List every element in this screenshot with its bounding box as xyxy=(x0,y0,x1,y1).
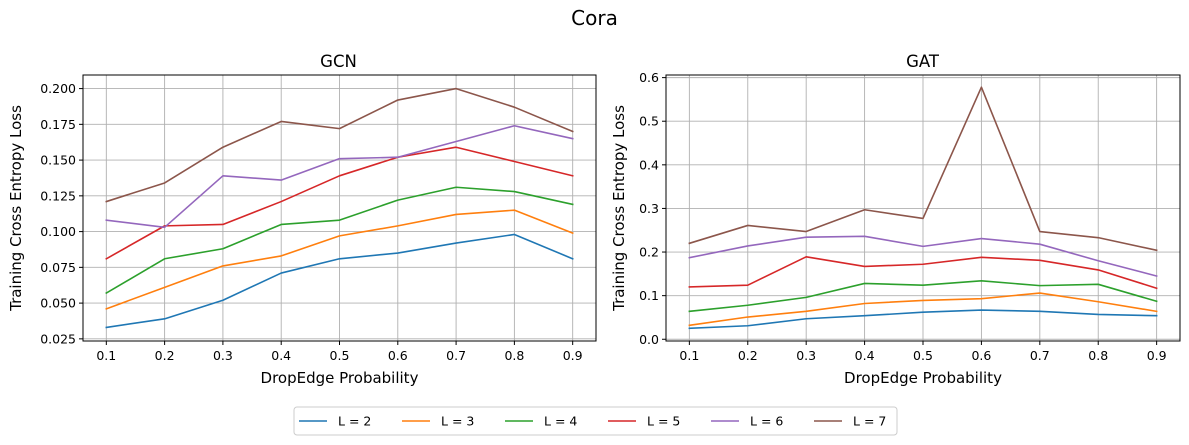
gcn-y-tick-label: 0.150 xyxy=(40,153,76,168)
gcn-y-tick-label: 0.100 xyxy=(40,224,76,239)
legend-label: L = 7 xyxy=(853,414,886,429)
legend-label: L = 3 xyxy=(441,414,474,429)
gat-y-tick-label: 0.3 xyxy=(639,201,659,216)
gat-y-tick-label: 0.4 xyxy=(639,157,659,172)
gat-panel: GAT 0.1 0.2 0.3 0.4 0.5 0.6 0.7 0.8 0.9 0.0 0.1 0.2… xyxy=(610,52,1181,387)
gat-series-line-l5 xyxy=(688,256,1158,290)
legend-label: L = 5 xyxy=(647,414,680,429)
gcn-x-tick-label: 0.6 xyxy=(388,348,408,363)
figure-title: Cora xyxy=(571,6,618,30)
gcn-series-line-l7 xyxy=(105,87,574,203)
legend-entry: L = 7 xyxy=(814,414,886,429)
gcn-x-tick-label: 0.9 xyxy=(563,348,583,363)
gcn-x-axis-label: DropEdge Probability xyxy=(261,369,419,387)
gcn-y-tick-label: 0.075 xyxy=(40,260,76,275)
legend-entry: L = 2 xyxy=(299,414,371,429)
gcn-panel: GCN 0.1 0.2 0.3 0.4 0.5 0.6 0.7 0.8 0.9 0.025 0.05… xyxy=(7,52,597,387)
gat-y-tick-label: 0.2 xyxy=(639,245,659,260)
gat-series-line-l3 xyxy=(688,292,1158,327)
gcn-series-line-l2 xyxy=(105,233,574,329)
gat-x-axis-label: DropEdge Probability xyxy=(844,369,1002,387)
gat-y-tick-label: 0.1 xyxy=(639,288,659,303)
gat-x-tick-label: 0.8 xyxy=(1088,348,1108,363)
gat-y-tick-label: 0.6 xyxy=(639,70,659,85)
legend-entry: L = 6 xyxy=(711,414,783,429)
gcn-x-tick-label: 0.3 xyxy=(213,348,233,363)
gcn-y-tick-label: 0.200 xyxy=(40,81,76,96)
legend-entry: L = 5 xyxy=(608,414,680,429)
gat-x-tick-label: 0.6 xyxy=(971,348,991,363)
legend: L = 2 L = 3 L = 4 L = 5 L = 6 L = 7 xyxy=(293,406,898,436)
gcn-series-line-l5 xyxy=(105,146,574,260)
gat-series-line-l7 xyxy=(688,86,1158,252)
gcn-series-line-l6 xyxy=(105,124,574,229)
gat-series-line-l2 xyxy=(688,309,1158,330)
gcn-y-tick-label: 0.050 xyxy=(40,296,76,311)
gat-y-axis-label: Training Cross Entropy Loss xyxy=(610,105,628,312)
gat-x-tick-label: 0.3 xyxy=(796,348,816,363)
gat-y-tick-label: 0.0 xyxy=(639,332,659,347)
legend-label: L = 2 xyxy=(338,414,371,429)
gat-x-tick-label: 0.5 xyxy=(913,348,933,363)
legend-label: L = 6 xyxy=(750,414,783,429)
gcn-y-tick-label: 0.025 xyxy=(40,331,76,346)
gat-y-tick-label: 0.5 xyxy=(639,114,659,129)
gcn-series-line-l3 xyxy=(105,209,574,310)
gcn-x-tick-label: 0.5 xyxy=(330,348,350,363)
gcn-x-tick-label: 0.8 xyxy=(504,348,524,363)
gcn-y-tick-label: 0.125 xyxy=(40,188,76,203)
legend-box xyxy=(293,406,898,436)
gat-x-tick-label: 0.7 xyxy=(1030,348,1050,363)
gcn-x-tick-label: 0.4 xyxy=(271,348,291,363)
legend-entry: L = 4 xyxy=(505,414,577,429)
gat-x-tick-label: 0.1 xyxy=(679,348,699,363)
gcn-x-tick-label: 0.2 xyxy=(155,348,175,363)
gcn-title: GCN xyxy=(320,52,357,71)
gat-x-tick-label: 0.9 xyxy=(1147,348,1167,363)
legend-label: L = 4 xyxy=(544,414,577,429)
gat-series-line-l6 xyxy=(688,235,1158,278)
gcn-y-axis-label: Training Cross Entropy Loss xyxy=(7,105,25,312)
gcn-series-line-l4 xyxy=(105,186,574,295)
gat-title: GAT xyxy=(906,52,940,71)
gcn-x-tick-label: 0.1 xyxy=(96,348,116,363)
gat-series-line-l4 xyxy=(688,280,1158,313)
gat-x-tick-label: 0.2 xyxy=(738,348,758,363)
gcn-x-tick-label: 0.7 xyxy=(446,348,466,363)
gat-x-tick-label: 0.4 xyxy=(855,348,875,363)
legend-entry: L = 3 xyxy=(402,414,474,429)
gcn-y-tick-label: 0.175 xyxy=(40,117,76,132)
